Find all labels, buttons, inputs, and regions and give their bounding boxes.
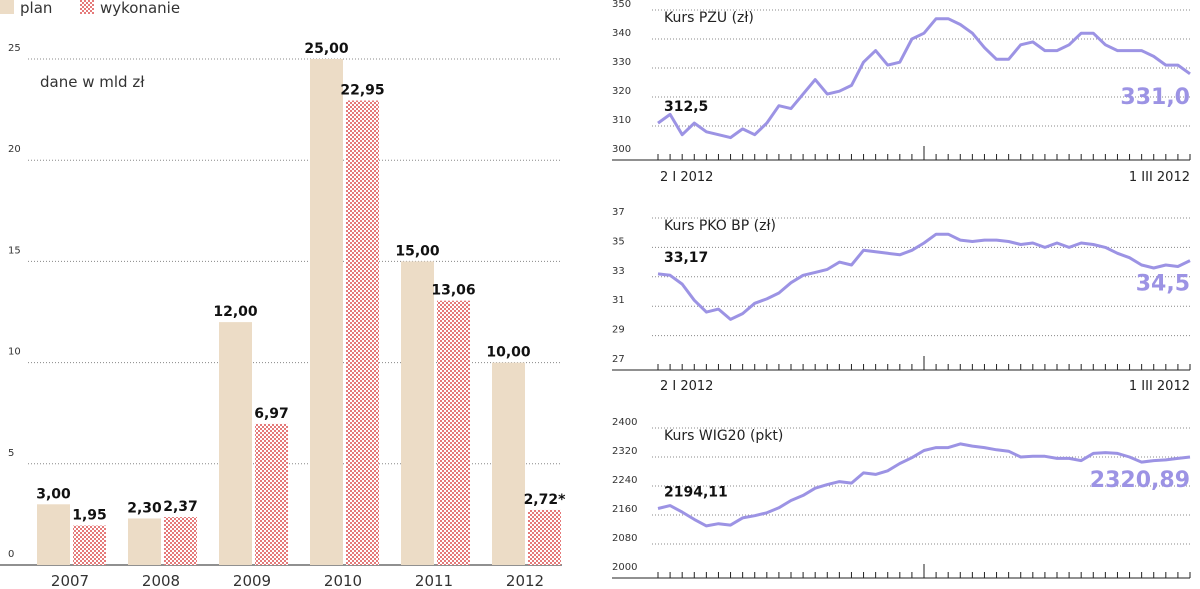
x-tick-label: 2010 [324, 572, 362, 589]
y-tick-label: 310 [612, 115, 631, 126]
y-tick-label: 35 [612, 236, 625, 247]
bar-wykonanie-2010 [346, 100, 379, 565]
end-value-label: 34,5 [1136, 272, 1190, 297]
y-tick-label: 31 [612, 295, 625, 306]
bar-wykonanie-2007 [73, 525, 106, 565]
data-label-wykonanie-2007: 1,95 [72, 508, 107, 524]
y-tick-label: 2320 [612, 446, 637, 457]
y-tick-label: 2080 [612, 533, 637, 544]
start-value-label: 312,5 [664, 99, 708, 115]
y-tick-label: 0 [8, 549, 14, 560]
bar-plan-2008 [128, 518, 161, 565]
data-label-wykonanie-2011: 13,06 [431, 283, 475, 299]
bar-plan-2009 [219, 322, 252, 565]
bar-wykonanie-2008 [164, 517, 197, 565]
y-tick-label: 5 [8, 448, 14, 459]
start-value-label: 33,17 [664, 250, 708, 266]
legend-label-wykonanie: wykonanie [100, 0, 180, 17]
data-label-wykonanie-2010: 22,95 [340, 82, 384, 98]
series-line [657, 232, 1191, 321]
end-value-label: 2320,89 [1090, 468, 1190, 493]
data-label-plan-2010: 25,00 [304, 41, 349, 57]
data-label-plan-2011: 15,00 [395, 243, 440, 259]
y-tick-label: 33 [612, 266, 625, 277]
bar-plan-2011 [401, 261, 434, 565]
x-end-date: 1 III 2012 [1129, 170, 1190, 185]
bar-wykonanie-2011 [437, 300, 470, 565]
y-tick-label: 25 [8, 43, 21, 54]
y-tick-label: 340 [612, 28, 631, 39]
y-tick-label: 320 [612, 86, 631, 97]
end-value-label: 331,0 [1120, 85, 1190, 110]
y-tick-label: 300 [612, 144, 631, 155]
y-tick-label: 2400 [612, 417, 637, 428]
line-chart-pko-bp: 27 29 31 33 35 37 Kurs PKO BP (zł) 33,17 34,5 2 I… [612, 207, 1191, 394]
y-tick-label: 2000 [612, 562, 637, 573]
x-start-date: 2 I 2012 [660, 170, 713, 185]
bar-plan-2010 [310, 59, 343, 565]
x-tick-label: 2008 [142, 572, 180, 589]
data-label-wykonanie-2008: 2,37 [163, 499, 198, 515]
x-tick-label: 2009 [233, 572, 271, 589]
x-tick-label: 2007 [51, 572, 89, 589]
y-tick-label: 330 [612, 57, 631, 68]
legend-swatch-plan [0, 0, 14, 14]
y-tick-label: 15 [8, 245, 21, 256]
bar-wykonanie-2009 [255, 423, 288, 565]
y-tick-label: 37 [612, 207, 625, 218]
data-label-plan-2012: 10,00 [486, 345, 531, 361]
bar-chart-note: dane w mld zł [40, 73, 145, 91]
data-label-plan-2007: 3,00 [36, 486, 71, 502]
x-tick-label: 2011 [415, 572, 453, 589]
bar-plan-2012 [492, 362, 525, 565]
line-chart-title: Kurs PKO BP (zł) [664, 218, 776, 234]
y-tick-label: 20 [8, 144, 21, 155]
line-chart-title: Kurs WIG20 (pkt) [664, 428, 783, 444]
line-chart-pzu: 300 310 320 330 340 350 Kurs PZU (zł) 312,5 331,… [612, 0, 1191, 185]
x-start-date: 2 I 2012 [660, 379, 713, 394]
bar-chart: 0 5 10 15 20 25 2007 3,001,95 2008 2,30 2,37 2009 12… [0, 41, 566, 589]
line-chart-title: Kurs PZU (zł) [664, 10, 754, 26]
y-tick-label: 29 [612, 325, 625, 336]
start-value-label: 2194,11 [664, 484, 728, 500]
x-end-date: 1 III 2012 [1129, 379, 1190, 394]
y-tick-label: 350 [612, 0, 631, 10]
bar-wykonanie-2012 [528, 509, 561, 565]
series-line [657, 17, 1191, 140]
legend-label-plan: plan [20, 0, 52, 17]
data-label-wykonanie-2012: 2,72* [524, 492, 567, 508]
y-tick-label: 10 [8, 347, 21, 358]
y-tick-label: 2160 [612, 504, 637, 515]
legend: plan wykonanie [0, 0, 180, 17]
bar-plan-2007 [37, 504, 70, 565]
data-label-wykonanie-2009: 6,97 [254, 406, 289, 422]
y-tick-label: 27 [612, 354, 625, 365]
data-label-plan-2009: 12,00 [213, 304, 258, 320]
line-chart-wig20: 2000 2080 2160 2240 2320 2400 Kurs WIG20 (pkt)… [612, 417, 1191, 579]
x-tick-label: 2012 [506, 572, 544, 589]
data-label-plan-2008: 2,30 [127, 500, 162, 516]
legend-swatch-wykonanie [80, 0, 94, 14]
y-tick-label: 2240 [612, 475, 637, 486]
